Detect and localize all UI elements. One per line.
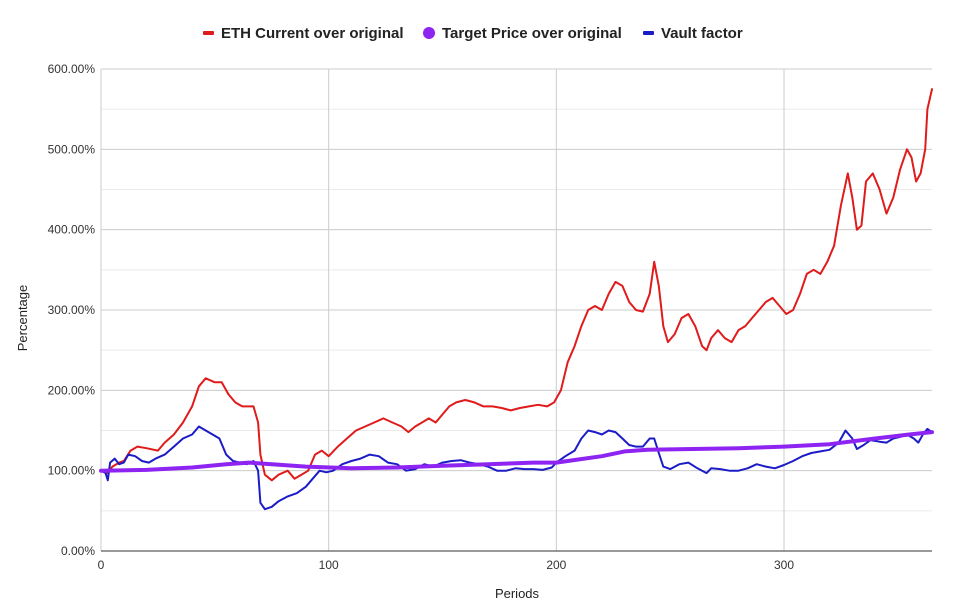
y-tick-label: 0.00%: [61, 544, 95, 558]
x-tick-label: 200: [546, 558, 566, 572]
legend-label: Vault factor: [661, 25, 743, 42]
legend-marker-line: [643, 31, 654, 35]
x-tick-label: 300: [774, 558, 794, 572]
y-tick-label: 500.00%: [48, 142, 96, 156]
legend-label: Target Price over original: [442, 25, 622, 42]
legend-label: ETH Current over original: [221, 25, 404, 42]
series-line-3: [100, 425, 933, 511]
y-tick-label: 400.00%: [48, 223, 96, 237]
series-line-1: [100, 88, 933, 482]
x-axis-title: Periods: [495, 586, 540, 601]
y-tick-label: 600.00%: [48, 62, 96, 76]
y-axis-title: Percentage: [15, 285, 30, 352]
y-axis-ticks: 0.00% 100.00% 200.00% 300.00% 400.00% 500.00%…: [48, 62, 96, 558]
y-tick-label: 200.00%: [48, 383, 96, 397]
x-tick-label: 0: [98, 558, 105, 572]
legend-marker-line: [203, 31, 214, 35]
x-axis-ticks: 0 100 200 300: [98, 558, 795, 572]
legend-marker-circle: [423, 27, 435, 39]
series-layer: [99, 88, 934, 511]
series-line-2: [99, 430, 934, 473]
y-tick-label: 100.00%: [48, 464, 96, 478]
legend: ETH Current over original Target Price ov…: [203, 25, 743, 42]
grid: [100, 68, 932, 552]
y-tick-label: 300.00%: [48, 303, 96, 317]
x-tick-label: 100: [319, 558, 339, 572]
